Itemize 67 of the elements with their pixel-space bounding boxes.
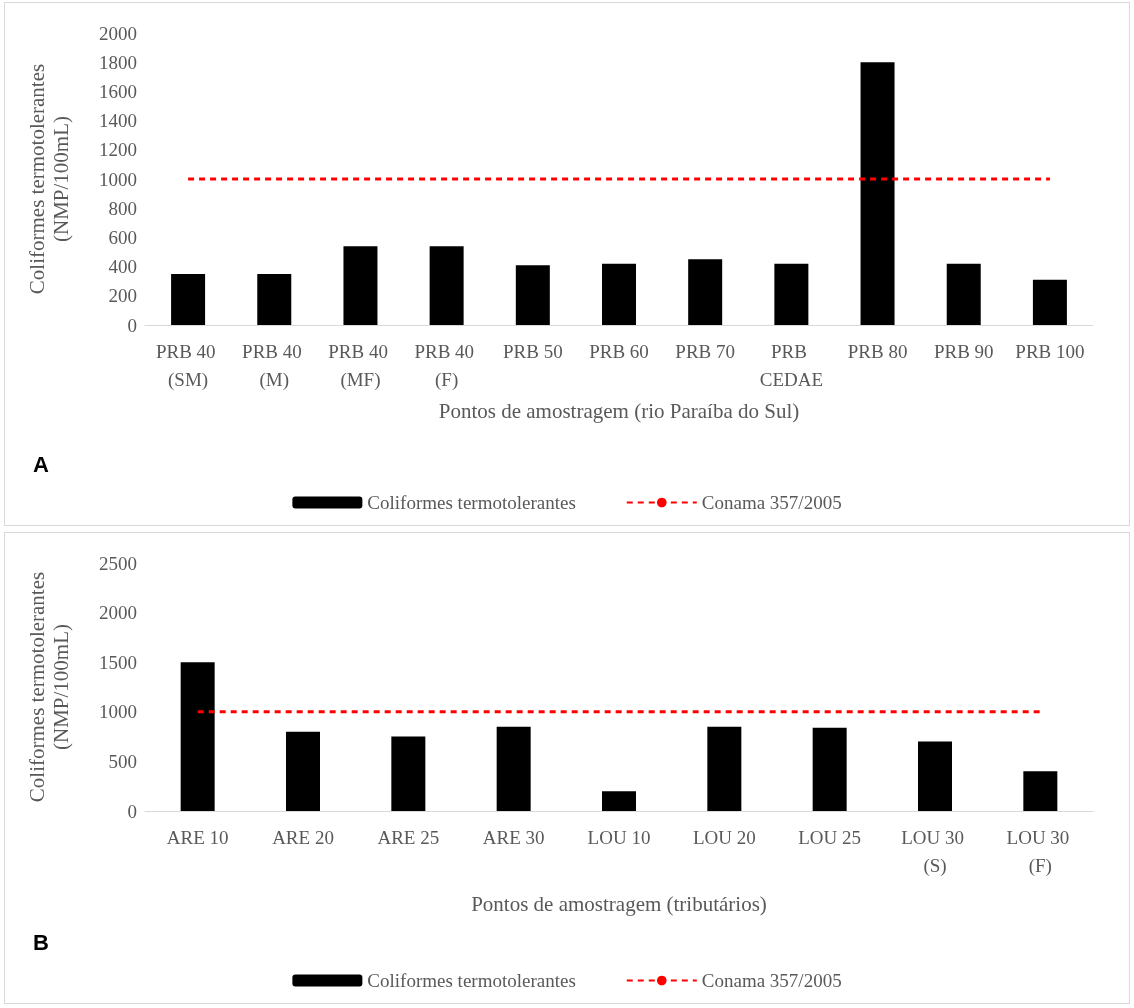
- bar: [515, 265, 550, 325]
- bar: [602, 791, 636, 811]
- y-tick-label: 1600: [99, 80, 137, 102]
- bar: [1032, 279, 1067, 325]
- y-tick-label: 2000: [99, 22, 137, 44]
- y-tick-label: 1500: [99, 651, 137, 673]
- bar: [918, 741, 952, 811]
- bar: [860, 62, 895, 325]
- bar: [707, 726, 742, 811]
- bar: [391, 736, 426, 811]
- x-tick-label: PRB 70: [675, 340, 736, 362]
- x-tick-label: PRB 40 (MF): [328, 340, 393, 391]
- bar: [343, 246, 378, 325]
- x-tick-label: PRB CEDAE: [759, 340, 824, 390]
- y-tick-label: 1000: [99, 701, 137, 723]
- x-tick-label: LOU 20: [692, 826, 756, 848]
- x-tick-label: PRB 60: [589, 340, 649, 362]
- y-tick-label: 1000: [99, 168, 137, 190]
- bar: [812, 727, 847, 811]
- x-tick-label: ARE 10: [166, 826, 229, 848]
- y-tick-label: 2000: [99, 602, 137, 624]
- bar: [496, 726, 531, 811]
- x-tick-label: PRB 50: [502, 340, 563, 362]
- y-tick-label: 1200: [99, 139, 137, 161]
- y-tick-label: 0: [127, 800, 137, 822]
- bar: [1023, 771, 1058, 811]
- x-tick-label: PRB 90: [933, 340, 994, 362]
- bar: [429, 246, 464, 325]
- x-tick-label: ARE 30: [482, 826, 545, 848]
- x-tick-label: LOU 25: [798, 826, 862, 848]
- y-tick-label: 2500: [99, 552, 137, 574]
- x-tick-label: LOU 30 (F): [1006, 826, 1075, 877]
- bar: [774, 263, 809, 325]
- bar: [602, 263, 636, 325]
- x-axis-title: Pontos de amostragem (tributários): [471, 891, 767, 916]
- y-tick-label: 200: [108, 285, 137, 307]
- x-tick-label: LOU 10: [587, 826, 651, 848]
- bar: [257, 273, 292, 325]
- y-axis-title: Coliformes termotolerantes (NMP/100mL): [25, 63, 73, 295]
- x-tick-label: ARE 20: [272, 826, 334, 848]
- legend-label: Coliformes termotolerantes: [367, 970, 576, 991]
- x-tick-label: PRB 80: [847, 340, 908, 362]
- legend-label: Conama 357/2005: [701, 970, 842, 991]
- x-tick-label: PRB 40 (F): [414, 340, 479, 391]
- text: A: [33, 451, 49, 477]
- x-tick-label: PRB 100: [1015, 340, 1085, 362]
- bar: [946, 263, 981, 325]
- bar: [180, 662, 215, 811]
- x-tick-label: ARE 25: [377, 826, 440, 848]
- y-tick-label: 1400: [99, 110, 137, 132]
- x-tick-label: PRB 40 (SM): [155, 340, 221, 391]
- y-tick-label: 600: [108, 226, 137, 248]
- y-axis-title: Coliformes termotolerantes (NMP/100mL): [25, 571, 73, 803]
- x-tick-label: LOU 30 (S): [901, 826, 969, 877]
- legend-label: Coliformes termotolerantes: [367, 492, 576, 513]
- x-tick-label: PRB 40 (M): [242, 340, 307, 391]
- y-tick-label: 1800: [99, 51, 137, 73]
- x-axis-title: Pontos de amostragem (rio Paraíba do Sul): [438, 398, 800, 423]
- y-tick-label: 0: [127, 314, 137, 336]
- y-tick-label: 800: [108, 197, 137, 219]
- y-tick-label: 400: [108, 256, 137, 278]
- bar: [171, 273, 206, 325]
- bar: [286, 731, 320, 811]
- y-tick-label: 500: [108, 750, 137, 772]
- legend-label: Conama 357/2005: [701, 492, 842, 513]
- text: B: [33, 929, 49, 955]
- bar: [688, 259, 723, 325]
